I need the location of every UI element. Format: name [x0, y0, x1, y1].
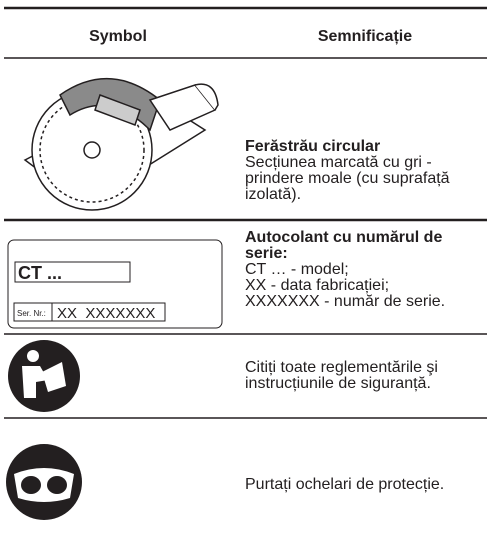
title: Ferăstrău circular [245, 138, 380, 155]
title: Autocolant cu numărul de [245, 229, 442, 246]
header: Semnificație [318, 28, 412, 45]
title: serie: [245, 245, 288, 262]
text-line: XXXXXXX - număr de serie. [245, 293, 445, 310]
manual-icon [8, 340, 80, 412]
text-line: CT … - model; [245, 261, 349, 278]
goggles-icon [6, 444, 82, 520]
text-line: Secțiunea marcată cu gri - [245, 154, 432, 171]
text-line: Purtați ochelari de protecție. [245, 476, 444, 493]
header: Symbol [89, 28, 147, 45]
saw-icon [23, 77, 219, 211]
text-line: izolată). [245, 186, 301, 203]
text-line: Citiți toate reglementările şi [245, 359, 438, 376]
sticker-text: CT ... [18, 263, 62, 283]
sticker-text: XX XXXXXXX [57, 305, 155, 322]
text-line: instrucțiunile de siguranță. [245, 375, 431, 392]
text-line: prindere moale (cu suprafață [245, 170, 450, 187]
sticker-text: Ser. Nr.: [17, 309, 46, 318]
text-line: XX - data fabricației; [245, 277, 389, 294]
sticker [7, 239, 223, 329]
